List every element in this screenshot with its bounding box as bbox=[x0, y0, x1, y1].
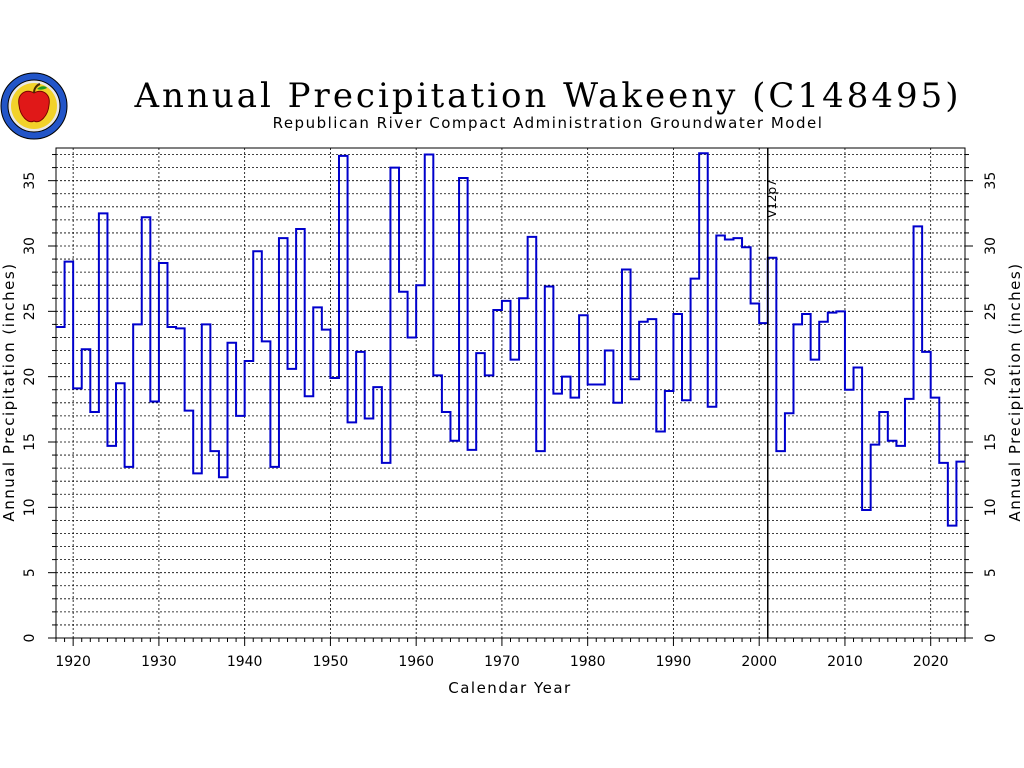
apple-icon bbox=[18, 90, 50, 123]
annotation-layer: V12p7 bbox=[765, 148, 779, 638]
x-tick-label: 2020 bbox=[913, 654, 949, 670]
chart-subtitle: Republican River Compact Administration … bbox=[273, 114, 824, 132]
y-tick-label-right: 5 bbox=[983, 568, 999, 577]
y-tick-label-right: 30 bbox=[983, 237, 999, 255]
x-tick-label: 1990 bbox=[656, 654, 692, 670]
y-tick-label-left: 5 bbox=[22, 568, 38, 577]
y-tick-label-left: 20 bbox=[22, 368, 38, 386]
x-tick-label: 1980 bbox=[570, 654, 606, 670]
x-tick-label: 2010 bbox=[827, 654, 863, 670]
y-tick-label-left: 25 bbox=[22, 302, 38, 320]
y-tick-label-left: 0 bbox=[22, 634, 38, 643]
x-tick-label: 1940 bbox=[227, 654, 263, 670]
x-tick-label: 1950 bbox=[313, 654, 349, 670]
x-axis-label: Calendar Year bbox=[448, 679, 571, 697]
compact-seal-logo bbox=[0, 72, 68, 140]
y-tick-label-right: 0 bbox=[983, 634, 999, 643]
plot-frame bbox=[55, 147, 966, 639]
y-tick-label-left: 35 bbox=[22, 172, 38, 190]
y-tick-label-right: 20 bbox=[983, 368, 999, 386]
x-tick-label: 1930 bbox=[141, 654, 177, 670]
y-tick-label-left: 30 bbox=[22, 237, 38, 255]
y-tick-label-right: 25 bbox=[983, 302, 999, 320]
x-tick-label: 1920 bbox=[55, 654, 91, 670]
x-tick-label: 2000 bbox=[741, 654, 777, 670]
y-axis-label-left: Annual Precipitation (inches) bbox=[0, 262, 18, 521]
grid-lines bbox=[56, 148, 965, 638]
x-tick-label: 1970 bbox=[484, 654, 520, 670]
precipitation-step-line bbox=[56, 152, 965, 527]
plot-border bbox=[55, 147, 966, 639]
y-tick-label-left: 10 bbox=[22, 498, 38, 516]
x-tick-label: 1960 bbox=[398, 654, 434, 670]
tick-layer: 1920 1930 1940 1950 1960 1970 1980 1990 2000 2010… bbox=[22, 154, 999, 670]
y-tick-label-right: 15 bbox=[983, 433, 999, 451]
annotation-label: V12p7 bbox=[765, 179, 779, 218]
chart-title: Annual Precipitation Wakeeny (C148495) bbox=[133, 76, 961, 116]
y-axis-label-right: Annual Precipitation (inches) bbox=[1006, 262, 1024, 521]
y-tick-label-right: 10 bbox=[983, 498, 999, 516]
series-layer bbox=[56, 152, 965, 527]
y-tick-label-right: 35 bbox=[983, 172, 999, 190]
y-tick-label-left: 15 bbox=[22, 433, 38, 451]
